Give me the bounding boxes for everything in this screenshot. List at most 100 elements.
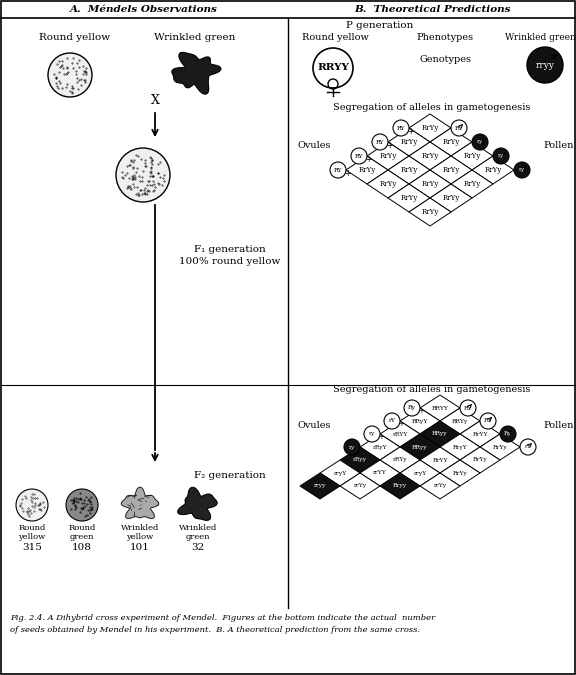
Text: RY: RY [355, 153, 363, 159]
Text: RY: RY [376, 140, 384, 144]
Circle shape [344, 439, 360, 455]
Text: rryy: rryy [536, 61, 555, 70]
Text: 315: 315 [22, 543, 42, 553]
Polygon shape [430, 128, 472, 156]
Polygon shape [388, 184, 430, 212]
Text: Pollen: Pollen [544, 421, 574, 429]
Polygon shape [388, 128, 430, 156]
Polygon shape [460, 447, 500, 473]
Text: Wrinkled green: Wrinkled green [505, 34, 575, 43]
Text: RrYy: RrYy [442, 194, 460, 202]
Text: F₂ generation: F₂ generation [194, 470, 266, 479]
Text: ry: ry [369, 431, 375, 437]
Polygon shape [122, 487, 159, 518]
Polygon shape [346, 156, 388, 184]
Polygon shape [409, 170, 451, 198]
Text: rryY: rryY [334, 470, 347, 475]
Text: RrYy: RrYy [421, 180, 439, 188]
Circle shape [66, 489, 98, 521]
Circle shape [472, 134, 488, 150]
Text: rY: rY [525, 445, 532, 450]
Polygon shape [440, 460, 480, 486]
Text: X: X [150, 94, 160, 107]
Text: RrYy: RrYy [421, 208, 439, 216]
Circle shape [48, 53, 92, 97]
Circle shape [520, 439, 536, 455]
Text: Round yellow: Round yellow [302, 34, 369, 43]
Circle shape [404, 400, 420, 416]
Text: 32: 32 [191, 543, 204, 553]
Polygon shape [380, 473, 420, 499]
Circle shape [480, 413, 496, 429]
Text: Round
green: Round green [69, 524, 96, 541]
Text: +: + [344, 169, 350, 178]
Text: RrYy: RrYy [400, 194, 418, 202]
Circle shape [372, 134, 388, 150]
Text: Segregation of alleles in gametogenesis: Segregation of alleles in gametogenesis [334, 103, 530, 113]
Text: RryY: RryY [453, 445, 467, 450]
Polygon shape [409, 142, 451, 170]
Text: rrYy: rrYy [433, 483, 446, 489]
Polygon shape [178, 487, 217, 520]
Text: RrYy: RrYy [492, 445, 507, 450]
Text: +: + [365, 155, 371, 165]
Circle shape [514, 162, 530, 178]
Circle shape [384, 413, 400, 429]
Polygon shape [472, 156, 514, 184]
Polygon shape [440, 434, 480, 460]
Circle shape [493, 148, 509, 164]
Polygon shape [451, 170, 493, 198]
Polygon shape [320, 460, 360, 486]
Text: RY: RY [397, 126, 406, 130]
Text: ry: ry [477, 140, 483, 144]
Text: B.  Theoretical Predictions: B. Theoretical Predictions [354, 5, 510, 14]
Polygon shape [440, 408, 480, 434]
Text: ry: ry [498, 153, 504, 159]
Text: RRyy: RRyy [432, 431, 448, 437]
Polygon shape [409, 114, 451, 142]
Circle shape [500, 426, 516, 442]
Polygon shape [360, 434, 400, 460]
Text: RY: RY [484, 418, 492, 423]
Text: RrYy: RrYy [463, 180, 481, 188]
Text: RrYy: RrYy [484, 166, 502, 174]
Circle shape [116, 148, 170, 202]
Circle shape [451, 120, 467, 136]
Polygon shape [451, 142, 493, 170]
Text: +: + [418, 408, 424, 414]
Text: Wrinkled
yellow: Wrinkled yellow [121, 524, 159, 541]
Text: rryY: rryY [414, 470, 427, 475]
Text: RRyy: RRyy [412, 445, 428, 450]
Polygon shape [340, 447, 380, 473]
Text: RrYy: RrYy [358, 166, 376, 174]
Text: RrYy: RrYy [453, 470, 467, 475]
Polygon shape [420, 395, 460, 421]
Text: RY: RY [334, 167, 342, 173]
Text: RRYY: RRYY [431, 406, 449, 410]
Text: +: + [386, 142, 392, 151]
Polygon shape [409, 198, 451, 226]
Text: RRYy: RRYy [452, 418, 468, 423]
Polygon shape [420, 447, 460, 473]
Text: Pollen: Pollen [544, 140, 574, 149]
Text: rrYy: rrYy [354, 483, 366, 489]
Text: P generation: P generation [346, 22, 414, 30]
Polygon shape [420, 473, 460, 499]
Text: RrYy: RrYy [442, 138, 460, 146]
Text: Phenotypes: Phenotypes [416, 34, 473, 43]
Text: ry: ry [519, 167, 525, 173]
Text: RrYY: RrYY [472, 431, 488, 437]
Polygon shape [367, 170, 409, 198]
Text: rRYY: rRYY [392, 431, 408, 437]
Text: RrYy: RrYy [421, 124, 439, 132]
Circle shape [364, 426, 380, 442]
Text: RrYy: RrYy [421, 152, 439, 160]
Circle shape [16, 489, 48, 521]
Polygon shape [400, 408, 440, 434]
Text: RrYy: RrYy [442, 166, 460, 174]
Text: Segregation of alleles in gametogenesis: Segregation of alleles in gametogenesis [334, 385, 530, 394]
Text: +: + [407, 128, 413, 136]
Text: RY: RY [454, 126, 463, 130]
Text: RrYy: RrYy [380, 180, 397, 188]
Polygon shape [460, 421, 500, 447]
